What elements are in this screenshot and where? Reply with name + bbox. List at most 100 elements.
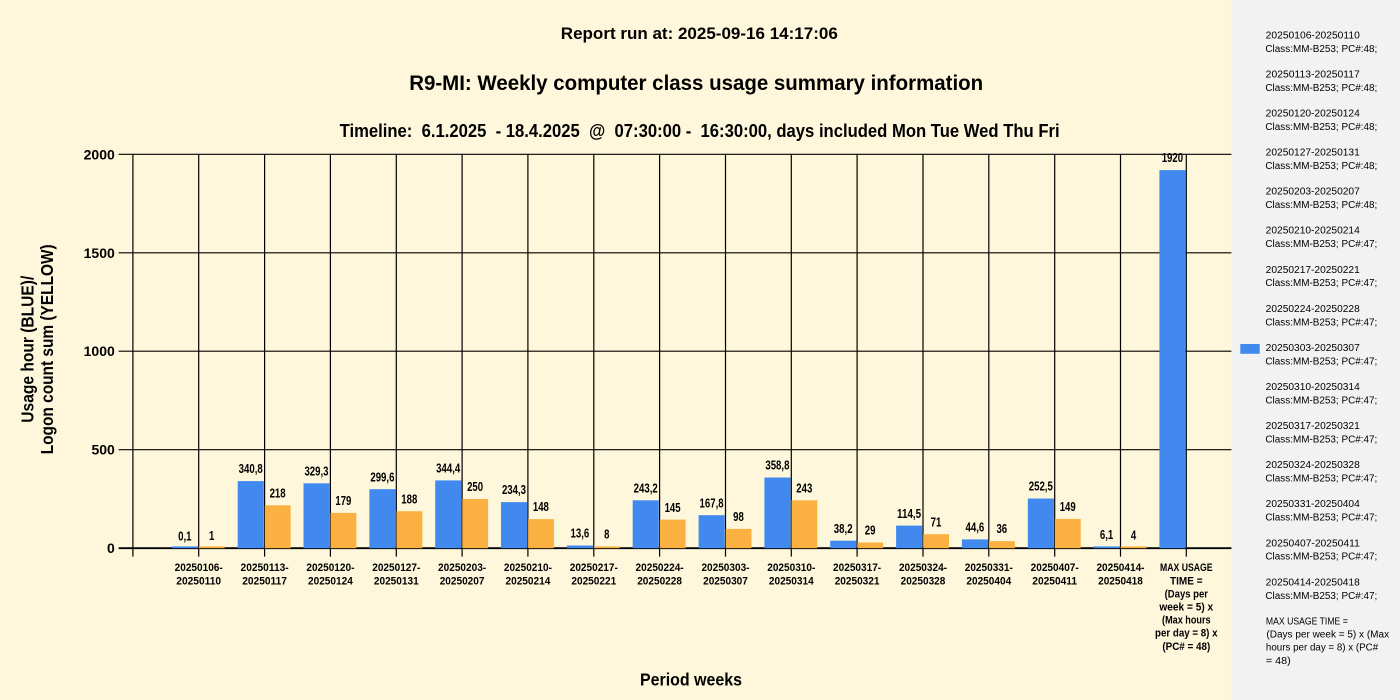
- svg-text:145: 145: [665, 500, 681, 515]
- svg-text:2000: 2000: [84, 146, 115, 162]
- svg-text:20250207: 20250207: [440, 575, 485, 587]
- svg-text:1: 1: [209, 528, 214, 543]
- svg-text:Class:MM-B253; PC#:47;: Class:MM-B253; PC#:47;: [1265, 239, 1377, 250]
- svg-text:20250203-: 20250203-: [438, 562, 486, 574]
- svg-text:358,8: 358,8: [765, 458, 789, 473]
- svg-text:243,2: 243,2: [634, 480, 658, 495]
- svg-text:20250221: 20250221: [571, 575, 616, 587]
- svg-text:20250113-20250117: 20250113-20250117: [1266, 70, 1360, 81]
- svg-text:Class:MM-B253; PC#:48;: Class:MM-B253; PC#:48;: [1265, 83, 1377, 94]
- svg-text:20250404: 20250404: [966, 575, 1012, 587]
- svg-text:Period weeks: Period weeks: [640, 670, 742, 690]
- svg-text:20250307: 20250307: [703, 575, 748, 587]
- svg-text:Class:MM-B253; PC#:47;: Class:MM-B253; PC#:47;: [1265, 513, 1377, 524]
- svg-text:20250127-: 20250127-: [372, 562, 420, 574]
- svg-text:Class:MM-B253; PC#:48;: Class:MM-B253; PC#:48;: [1265, 122, 1377, 133]
- svg-text:Usage hour (BLUE)/: Usage hour (BLUE)/: [18, 276, 38, 423]
- svg-text:1920: 1920: [1162, 150, 1183, 165]
- svg-text:344,4: 344,4: [436, 461, 461, 476]
- svg-text:1500: 1500: [84, 245, 115, 261]
- svg-text:20250217-20250221: 20250217-20250221: [1266, 265, 1360, 276]
- svg-text:R9-MI: Weekly computer class u: R9-MI: Weekly computer class usage summa…: [409, 72, 983, 95]
- svg-text:Class:MM-B253; PC#:47;: Class:MM-B253; PC#:47;: [1265, 395, 1377, 406]
- svg-text:20250110: 20250110: [176, 575, 221, 587]
- svg-text:20250106-20250110: 20250106-20250110: [1266, 30, 1361, 41]
- svg-text:20250331-: 20250331-: [965, 562, 1013, 574]
- svg-text:MAX USAGE: MAX USAGE: [1160, 562, 1213, 574]
- svg-text:(PC# = 48): (PC# = 48): [1162, 641, 1210, 653]
- svg-text:20250210-: 20250210-: [504, 562, 552, 574]
- svg-text:20250203-20250207: 20250203-20250207: [1266, 187, 1360, 198]
- svg-text:148: 148: [533, 499, 549, 514]
- svg-text:20250217-: 20250217-: [570, 562, 618, 574]
- svg-text:8: 8: [604, 527, 609, 542]
- svg-text:20250131: 20250131: [374, 575, 419, 587]
- svg-text:299,6: 299,6: [370, 469, 394, 484]
- svg-text:20250317-: 20250317-: [833, 562, 881, 574]
- svg-text:98: 98: [733, 509, 744, 524]
- svg-text:Class:MM-B253; PC#:47;: Class:MM-B253; PC#:47;: [1265, 278, 1377, 289]
- svg-text:Class:MM-B253; PC#:47;: Class:MM-B253; PC#:47;: [1265, 591, 1377, 602]
- svg-text:20250407-20250411: 20250407-20250411: [1266, 538, 1360, 549]
- svg-text:13,6: 13,6: [571, 526, 590, 541]
- svg-text:20250113-: 20250113-: [241, 562, 289, 574]
- svg-text:20250303-20250307: 20250303-20250307: [1266, 343, 1360, 354]
- svg-text:20250414-20250418: 20250414-20250418: [1266, 577, 1361, 588]
- svg-text:44,6: 44,6: [966, 520, 985, 535]
- svg-text:20250321: 20250321: [835, 575, 880, 587]
- svg-text:per day = 8) x: per day = 8) x: [1155, 628, 1218, 640]
- svg-text:252,5: 252,5: [1029, 479, 1053, 494]
- svg-text:Class:MM-B253; PC#:47;: Class:MM-B253; PC#:47;: [1265, 474, 1377, 485]
- svg-text:20250314: 20250314: [769, 575, 815, 587]
- svg-text:20250324-20250328: 20250324-20250328: [1266, 460, 1361, 471]
- svg-text:20250418: 20250418: [1098, 575, 1143, 587]
- svg-text:TIME =: TIME =: [1170, 575, 1203, 587]
- svg-text:29: 29: [865, 523, 876, 538]
- svg-text:Class:MM-B253; PC#:47;: Class:MM-B253; PC#:47;: [1265, 356, 1377, 367]
- svg-text:week = 5) x: week = 5) x: [1158, 602, 1214, 614]
- svg-text:20250127-20250131: 20250127-20250131: [1266, 148, 1360, 159]
- svg-text:20250210-20250214: 20250210-20250214: [1266, 226, 1361, 237]
- svg-text:20250106-: 20250106-: [175, 562, 223, 574]
- svg-text:= 48): = 48): [1266, 656, 1291, 667]
- svg-text:Logon count sum (YELLOW): Logon count sum (YELLOW): [37, 244, 57, 454]
- svg-text:149: 149: [1060, 499, 1076, 514]
- svg-text:20250414-: 20250414-: [1096, 562, 1144, 574]
- svg-text:Class:MM-B253; PC#:48;: Class:MM-B253; PC#:48;: [1265, 161, 1377, 172]
- svg-text:Class:MM-B253; PC#:48;: Class:MM-B253; PC#:48;: [1265, 44, 1377, 55]
- svg-text:20250214: 20250214: [506, 575, 552, 587]
- svg-text:Class:MM-B253; PC#:47;: Class:MM-B253; PC#:47;: [1265, 552, 1377, 563]
- svg-text:243: 243: [796, 481, 812, 496]
- svg-text:Class:MM-B253; PC#:48;: Class:MM-B253; PC#:48;: [1265, 200, 1377, 211]
- svg-text:329,3: 329,3: [304, 464, 328, 479]
- svg-text:Class:MM-B253; PC#:47;: Class:MM-B253; PC#:47;: [1265, 317, 1377, 328]
- svg-text:20250124: 20250124: [308, 575, 354, 587]
- svg-text:167,8: 167,8: [700, 495, 724, 510]
- svg-text:500: 500: [91, 442, 115, 458]
- svg-text:MAX USAGE TIME =: MAX USAGE TIME =: [1266, 617, 1348, 628]
- svg-text:0,1: 0,1: [178, 528, 191, 543]
- svg-text:20250303-: 20250303-: [701, 562, 749, 574]
- svg-text:20250317-20250321: 20250317-20250321: [1266, 421, 1360, 432]
- svg-text:20250407-: 20250407-: [1031, 562, 1079, 574]
- svg-text:20250411: 20250411: [1032, 575, 1077, 587]
- svg-text:20250120-20250124: 20250120-20250124: [1266, 109, 1361, 120]
- svg-text:36: 36: [996, 521, 1007, 536]
- svg-text:38,2: 38,2: [834, 521, 853, 536]
- svg-text:hours per day = 8) x (PC#: hours per day = 8) x (PC#: [1266, 643, 1379, 654]
- svg-text:179: 179: [335, 493, 351, 508]
- svg-text:20250310-20250314: 20250310-20250314: [1266, 382, 1361, 393]
- svg-text:4: 4: [1131, 528, 1137, 543]
- svg-text:218: 218: [270, 485, 286, 500]
- svg-text:234,3: 234,3: [502, 482, 526, 497]
- svg-text:20250228: 20250228: [637, 575, 682, 587]
- svg-text:188: 188: [401, 491, 417, 506]
- svg-text:20250328: 20250328: [901, 575, 946, 587]
- svg-text:(Max hours: (Max hours: [1162, 615, 1211, 627]
- svg-text:Report run at: 2025-09-16 14:1: Report run at: 2025-09-16 14:17:06: [561, 25, 838, 43]
- svg-text:20250224-: 20250224-: [636, 562, 684, 574]
- svg-text:Timeline: 6.1.2025 - 18.4.20: Timeline: 6.1.2025 - 18.4.2025 @ 07:30:0…: [340, 121, 1060, 141]
- svg-text:20250120-: 20250120-: [306, 562, 354, 574]
- svg-text:6,1: 6,1: [1100, 527, 1113, 542]
- svg-text:20250324-: 20250324-: [899, 562, 947, 574]
